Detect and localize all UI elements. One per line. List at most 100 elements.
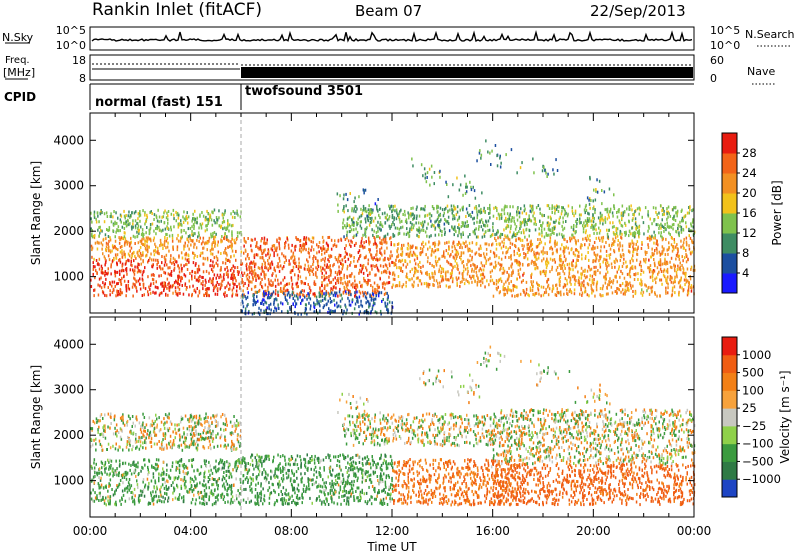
- power-range-cell: [413, 280, 415, 284]
- power-range-cell: [369, 271, 371, 275]
- power-range-cell: [233, 276, 235, 280]
- power-range-cell: [369, 302, 371, 306]
- power-range-cell: [661, 224, 663, 228]
- power-range-cell: [283, 276, 286, 280]
- power-range-cell: [283, 246, 286, 250]
- power-range-cell: [371, 305, 374, 309]
- power-range-cell: [393, 234, 396, 238]
- power-range-cell: [182, 221, 185, 224]
- power-range-cell: [407, 254, 409, 258]
- power-range-cell: [517, 269, 520, 273]
- power-range-cell: [185, 214, 188, 218]
- power-range-cell: [111, 280, 114, 284]
- power-range-cell: [671, 223, 674, 227]
- power-range-cell: [147, 293, 150, 297]
- power-range-cell: [599, 265, 602, 269]
- power-range-cell: [101, 268, 103, 272]
- power-range-cell: [558, 221, 560, 225]
- power-range-cell: [317, 263, 319, 267]
- power-range-cell: [622, 261, 625, 265]
- power-range-cell: [405, 280, 407, 284]
- power-range-cell: [221, 221, 224, 225]
- power-range-cell: [270, 279, 272, 283]
- power-range-cell: [642, 290, 645, 294]
- power-range-cell: [260, 301, 262, 305]
- power-range-cell: [504, 255, 507, 259]
- power-range-cell: [584, 224, 587, 228]
- power-range-cell: [549, 257, 552, 261]
- power-range-cell: [418, 214, 421, 218]
- power-range-cell: [284, 289, 287, 293]
- power-range-cell: [472, 185, 474, 189]
- power-range-cell: [596, 178, 598, 182]
- power-range-cell: [612, 214, 614, 218]
- power-range-cell: [336, 305, 338, 309]
- power-range-cell: [188, 260, 190, 264]
- power-range-cell: [684, 214, 686, 218]
- power-range-cell: [655, 223, 658, 227]
- power-range-cell: [564, 238, 566, 242]
- power-range-cell: [407, 211, 409, 215]
- power-range-cell: [358, 215, 361, 219]
- power-range-cell: [230, 255, 232, 259]
- power-range-cell: [632, 233, 634, 237]
- power-range-cell: [524, 220, 527, 224]
- power-range-cell: [395, 284, 398, 287]
- power-range-cell: [610, 280, 613, 284]
- power-range-cell: [117, 293, 119, 297]
- power-range-cell: [533, 171, 535, 175]
- power-range-cell: [325, 271, 327, 275]
- power-range-cell: [122, 269, 125, 273]
- power-range-cell: [622, 292, 625, 296]
- power-range-cell: [210, 218, 213, 222]
- power-range-cell: [587, 237, 590, 241]
- power-range-cell: [210, 280, 213, 284]
- power-range-cell: [540, 285, 543, 289]
- power-range-cell: [574, 253, 576, 257]
- power-range-cell: [395, 217, 398, 221]
- power-range-cell: [571, 263, 573, 267]
- power-range-cell: [267, 278, 270, 282]
- power-range-cell: [101, 211, 103, 214]
- power-range-cell: [367, 219, 369, 223]
- power-range-cell: [674, 264, 676, 268]
- power-range-cell: [336, 279, 338, 282]
- power-range-cell: [370, 294, 373, 298]
- power-range-cell: [592, 282, 595, 286]
- nsky-tick-bottom: 10^0: [56, 39, 86, 52]
- power-range-cell: [331, 310, 333, 314]
- power-range-cell: [661, 238, 664, 242]
- power-range-cell: [342, 265, 344, 269]
- power-range-cell: [660, 278, 663, 282]
- power-range-cell: [367, 262, 369, 266]
- power-range-cell: [370, 310, 372, 313]
- power-range-cell: [492, 251, 495, 255]
- power-range-cell: [137, 212, 140, 216]
- power-range-cell: [471, 255, 473, 259]
- power-range-cell: [551, 226, 554, 230]
- power-range-cell: [451, 249, 454, 253]
- power-range-cell: [396, 250, 399, 254]
- power-range-cell: [563, 251, 565, 255]
- power-range-cell: [462, 224, 464, 227]
- power-range-cell: [142, 234, 144, 238]
- power-range-cell: [437, 204, 439, 208]
- power-range-cell: [212, 265, 215, 269]
- power-range-cell: [272, 283, 274, 287]
- power-range-cell: [358, 270, 361, 273]
- power-range-cell: [519, 253, 521, 257]
- power-range-cell: [539, 207, 541, 211]
- power-range-cell: [327, 236, 329, 239]
- power-range-cell: [622, 214, 624, 218]
- power-range-cell: [178, 274, 180, 278]
- power-range-cell: [612, 237, 614, 241]
- power-range-cell: [434, 249, 437, 253]
- power-range-cell: [135, 256, 137, 260]
- power-range-cell: [481, 235, 484, 239]
- power-range-cell: [634, 210, 636, 214]
- power-range-cell: [459, 183, 462, 187]
- power-range-cell: [340, 262, 342, 265]
- power-range-cell: [659, 260, 662, 264]
- power-range-cell: [353, 256, 355, 259]
- power-range-cell: [174, 258, 176, 262]
